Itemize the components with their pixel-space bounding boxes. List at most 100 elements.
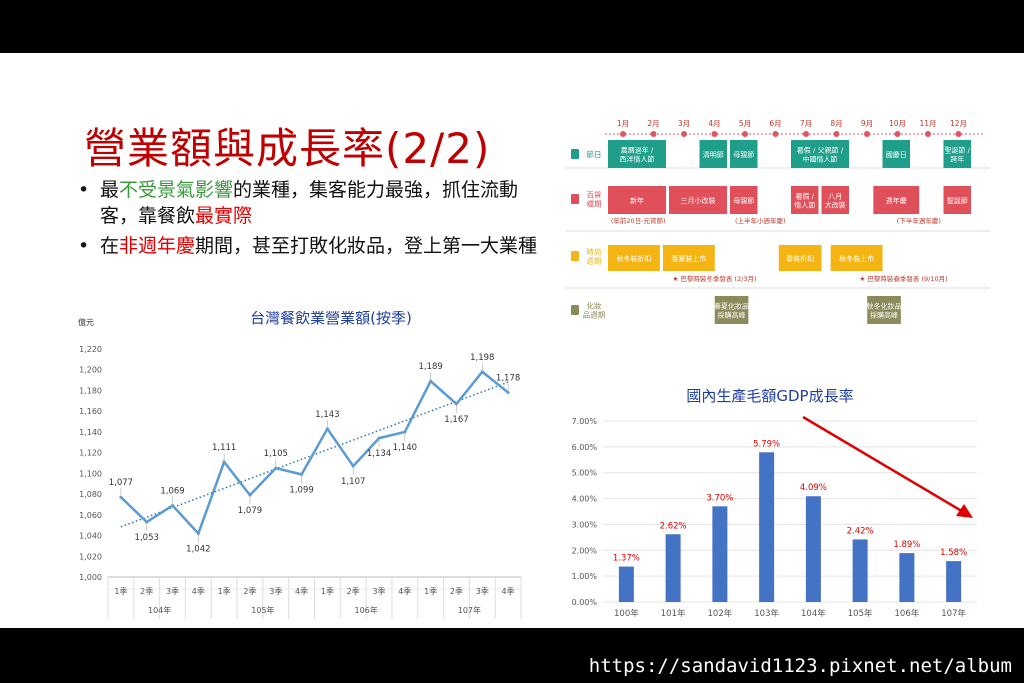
x-tick-label: 1季 xyxy=(218,586,231,596)
gdp-bar xyxy=(665,534,681,602)
chart-title: 台灣餐飲業營業額(按季) xyxy=(250,311,412,327)
holiday-box xyxy=(943,140,971,168)
data-label: 1,107 xyxy=(341,477,365,487)
fashion-box-label: 秋冬裝上市 xyxy=(839,254,874,263)
month-label: 9月 xyxy=(861,119,873,128)
row-icon xyxy=(571,305,579,315)
x-tick-label: 2季 xyxy=(450,586,463,596)
month-label: 1月 xyxy=(617,119,629,128)
bullet-text-part: 最 xyxy=(100,179,120,201)
data-label: 1,198 xyxy=(470,353,494,363)
holiday-box-label: 清明節 xyxy=(703,150,724,159)
x-tick-label: 1季 xyxy=(424,586,437,596)
bullet-highlight-green: 不受景氣影響 xyxy=(119,179,234,201)
month-label: 11月 xyxy=(919,119,936,128)
y-tick-label: 2.00% xyxy=(572,546,598,555)
row-label: 化妝品週期 xyxy=(583,301,606,320)
bullet-text-part: 的業種，集客能力最強，抓住流動客，靠餐飲 xyxy=(100,179,519,227)
y-tick-label: 1,060 xyxy=(79,511,102,520)
x-tick-label: 104年 xyxy=(801,608,826,619)
timeline-marker xyxy=(681,131,687,137)
dept-box-label: 暑假 /情人節 xyxy=(794,192,815,210)
bar-value-label: 2.42% xyxy=(847,526,874,536)
bar-value-label: 3.70% xyxy=(706,493,733,503)
dept-box xyxy=(669,186,727,214)
data-label: 1,105 xyxy=(264,449,288,459)
bullet-highlight-red: 非週年慶 xyxy=(119,235,196,257)
cosmetic-box xyxy=(867,296,901,324)
retail-calendar: 1月 2月 3月 4月 5月 6月 7月 8月 9月 10月 11月 12月節日百貨檔期時尚週期化妝品… xyxy=(565,119,990,324)
row-label: 節日 xyxy=(587,149,602,159)
x-tick-label: 3季 xyxy=(166,586,179,596)
timeline-marker xyxy=(833,131,840,137)
row-icon xyxy=(571,149,579,159)
x-tick-label: 106年 xyxy=(895,608,920,619)
bullet-list: • 最不受景氣影響的業種，集客能力最強，抓住流動客，靠餐飲最實際 • 在非週年慶… xyxy=(78,177,538,263)
row-icon xyxy=(571,194,579,204)
x-tick-label: 3季 xyxy=(269,586,282,596)
dept-box-label: 週年慶 xyxy=(886,196,907,205)
gdp-bar xyxy=(712,506,728,602)
bar-value-label: 5.79% xyxy=(753,439,780,449)
y-tick-label: 0.00% xyxy=(572,598,598,607)
y-tick-label: 1,020 xyxy=(79,552,102,561)
slide: 營業額與成長率(2/2) • 最不受景氣影響的業種，集客能力最強，抓住流動客，靠… xyxy=(0,53,1024,628)
dept-box xyxy=(730,186,758,214)
bar-value-label: 2.62% xyxy=(660,521,687,531)
dept-box xyxy=(791,186,819,214)
y-tick-label: 1,120 xyxy=(79,449,102,458)
holiday-box-label: 國慶日 xyxy=(886,150,907,159)
dept-box-label: 聖誕節 xyxy=(947,196,968,205)
holiday-box xyxy=(791,140,849,168)
chart-title: 國內生產毛額GDP成長率 xyxy=(686,387,853,405)
gdp-bar xyxy=(852,539,868,602)
y-tick-label: 5.00% xyxy=(572,469,598,478)
bullet-item: • 最不受景氣影響的業種，集客能力最強，抓住流動客，靠餐飲最實際 xyxy=(78,177,538,229)
row-icon xyxy=(571,251,579,261)
data-point xyxy=(119,495,123,499)
y-tick-label: 1,000 xyxy=(79,573,102,582)
fashion-note: ★ 巴黎時裝冬季發表 (2/3月) xyxy=(673,274,757,283)
x-tick-label: 1季 xyxy=(321,586,334,596)
month-label: 4月 xyxy=(708,119,720,128)
fashion-box xyxy=(830,245,883,271)
row-label: 百貨檔期 xyxy=(587,190,602,209)
x-tick-label: 2季 xyxy=(243,586,256,596)
bullet-text: 在非週年慶期間，甚至打敗化妝品，登上第一大業種 xyxy=(100,233,537,259)
dept-box xyxy=(608,186,666,214)
gdp-bar xyxy=(805,496,821,602)
data-label: 1,178 xyxy=(496,374,520,384)
y-tick-label: 1,200 xyxy=(79,366,102,375)
x-tick-label: 107年 xyxy=(941,608,966,619)
data-label: 1,143 xyxy=(315,410,339,420)
data-point xyxy=(351,464,355,468)
month-label: 7月 xyxy=(800,119,812,128)
x-tick-label: 2季 xyxy=(140,586,153,596)
bar-value-label: 1.58% xyxy=(940,548,967,558)
data-label: 1,167 xyxy=(444,415,468,425)
x-tick-label: 4季 xyxy=(295,586,308,596)
x-tick-label: 103年 xyxy=(754,608,779,619)
y-tick-label: 1,040 xyxy=(79,532,102,541)
x-group-label: 104年 xyxy=(148,605,171,615)
x-tick-label: 102年 xyxy=(708,608,733,619)
data-point xyxy=(377,436,381,440)
data-label: 1,079 xyxy=(238,506,262,516)
x-tick-label: 4季 xyxy=(398,586,411,596)
bar-value-label: 1.37% xyxy=(613,554,640,564)
y-tick-label: 1,220 xyxy=(79,345,102,354)
cosmetic-box-label: 秋冬化妝品採購高峰 xyxy=(867,302,902,320)
month-label: 8月 xyxy=(830,119,842,128)
holiday-box-label: 聖誕節 /跨年 xyxy=(944,146,970,164)
fashion-box xyxy=(608,245,660,271)
data-point xyxy=(196,531,200,535)
data-label: 1,134 xyxy=(367,449,391,459)
dept-note: (上半年小週年慶) xyxy=(735,216,786,225)
x-tick-label: 3季 xyxy=(476,586,489,596)
bar-value-label: 1.89% xyxy=(893,540,920,550)
bullet-item: • 在非週年慶期間，甚至打敗化妝品，登上第一大業種 xyxy=(78,233,538,259)
unit-label: 億元 xyxy=(78,317,94,327)
y-tick-label: 6.00% xyxy=(572,443,598,452)
x-group-label: 105年 xyxy=(251,605,274,615)
month-label: 10月 xyxy=(889,119,906,128)
